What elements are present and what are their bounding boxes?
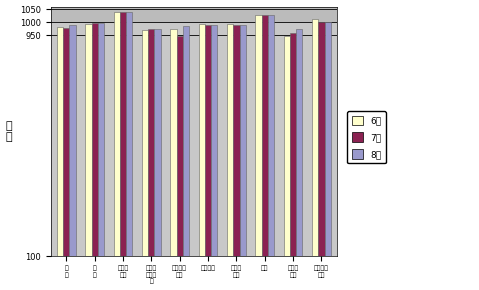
Bar [91, 23, 98, 256]
Bar [325, 21, 331, 256]
Bar [183, 26, 189, 256]
Bar [126, 12, 132, 256]
Bar [240, 26, 246, 256]
Bar [255, 15, 262, 256]
Bar [268, 15, 274, 256]
Legend: 6月, 7月, 8月: 6月, 7月, 8月 [347, 111, 386, 164]
Bar [154, 29, 161, 256]
Bar [296, 29, 302, 256]
Bar [227, 24, 233, 256]
Bar [120, 12, 126, 256]
Bar [319, 21, 325, 256]
Bar [290, 33, 296, 256]
Bar [233, 25, 240, 256]
Bar [211, 25, 217, 256]
Bar [57, 27, 63, 256]
Bar [51, 7, 337, 22]
Bar [171, 29, 177, 256]
Bar [142, 30, 148, 256]
Bar [85, 23, 91, 256]
Bar [177, 36, 183, 256]
Bar [98, 23, 104, 256]
Bar [284, 36, 290, 256]
Bar [148, 29, 154, 256]
Bar [114, 12, 120, 256]
Bar [205, 25, 211, 256]
Y-axis label: 指
数: 指 数 [6, 121, 12, 142]
Bar [199, 24, 205, 256]
Bar [63, 28, 69, 256]
Bar [69, 26, 76, 256]
Bar [262, 15, 268, 256]
Bar [312, 19, 319, 256]
